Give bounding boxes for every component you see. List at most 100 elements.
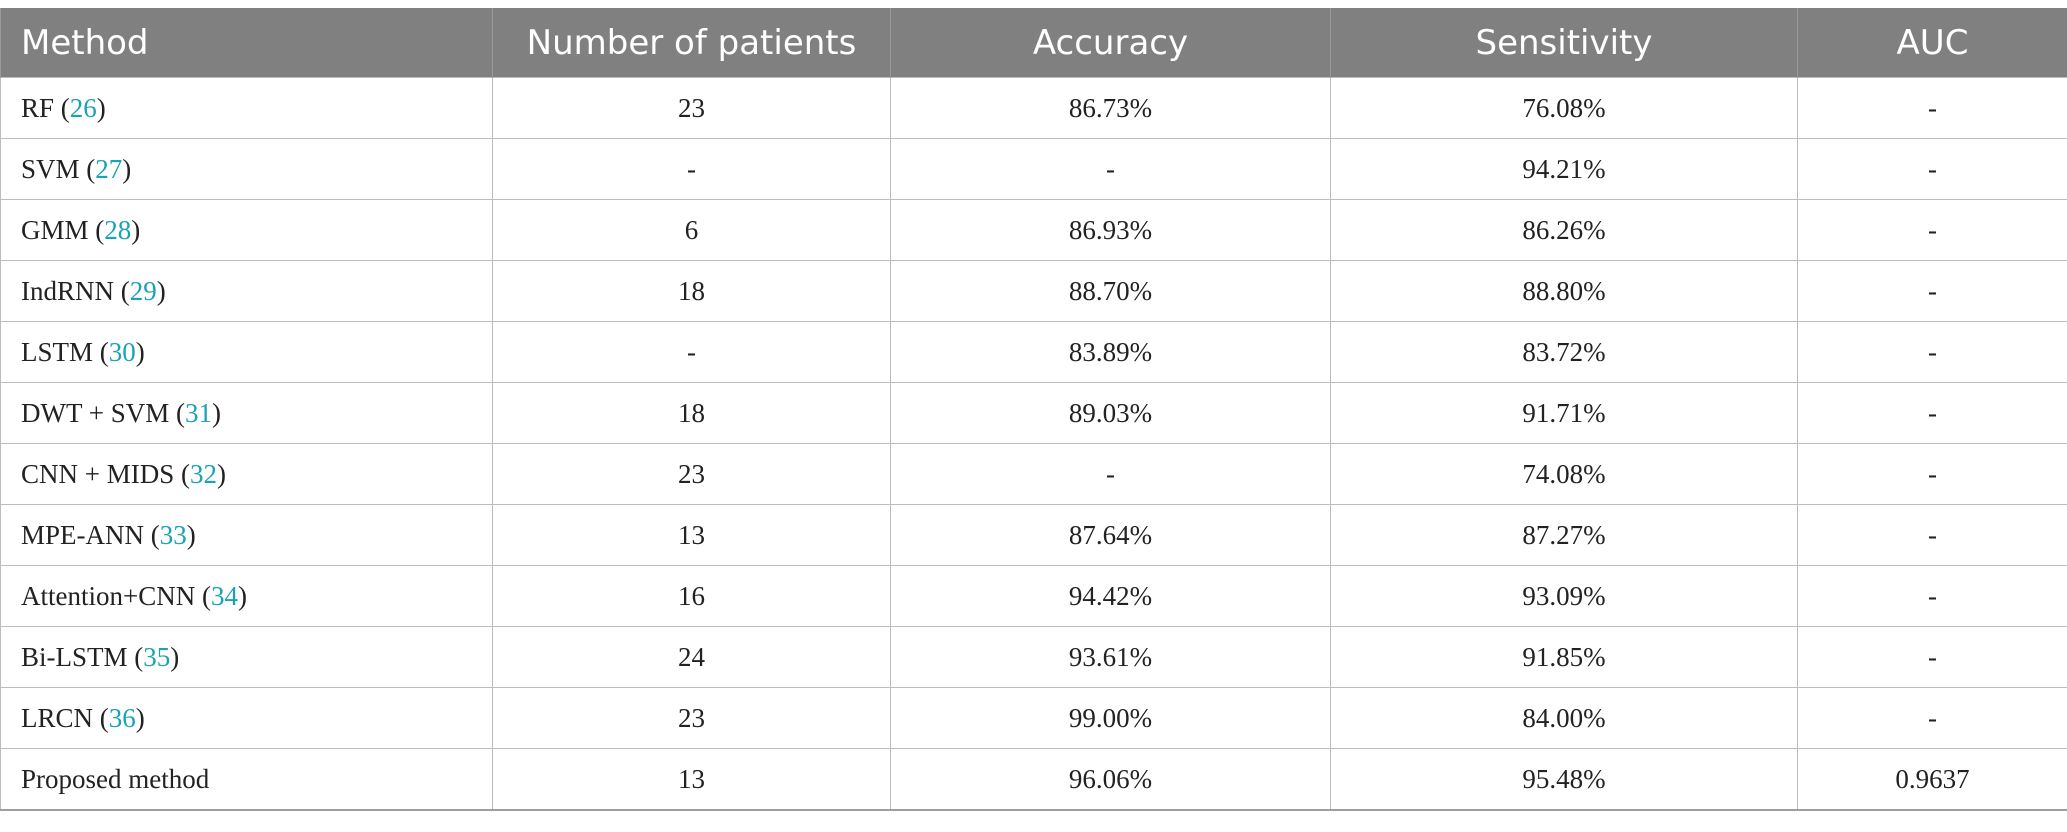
ref-close-paren: )	[135, 702, 145, 733]
ref-close-paren: )	[186, 519, 196, 550]
accuracy-cell: -	[890, 443, 1331, 505]
patients-cell: 24	[492, 626, 891, 688]
reference-link[interactable]: 27	[95, 153, 123, 184]
reference-link[interactable]: 36	[108, 702, 136, 733]
patients-cell: 23	[492, 77, 891, 139]
table-row: IndRNN (29) 18 88.70% 88.80% -	[0, 260, 2067, 322]
patients-cell: 23	[492, 687, 891, 749]
accuracy-cell: -	[890, 138, 1331, 200]
ref-close-paren: )	[170, 641, 180, 672]
table-row: MPE-ANN (33) 13 87.64% 87.27% -	[0, 504, 2067, 566]
ref-close-paren: )	[156, 275, 166, 306]
sensitivity-cell: 76.08%	[1330, 77, 1798, 139]
method-name: Bi-LSTM	[21, 641, 128, 672]
reference-link[interactable]: 32	[190, 458, 217, 489]
method-name: CNN + MIDS	[21, 458, 175, 489]
ref-open-paren: (	[127, 641, 144, 672]
auc-cell: -	[1797, 687, 2067, 749]
patients-cell: 23	[492, 443, 891, 505]
ref-open-paren: (	[93, 336, 109, 367]
ref-close-paren: )	[212, 397, 221, 428]
ref-close-paren: )	[96, 92, 106, 123]
accuracy-cell: 89.03%	[890, 382, 1331, 444]
header-method: Method	[0, 8, 493, 78]
ref-close-paren: )	[217, 458, 226, 489]
accuracy-cell: 99.00%	[890, 687, 1331, 749]
sensitivity-cell: 86.26%	[1330, 199, 1798, 261]
sensitivity-cell: 91.85%	[1330, 626, 1798, 688]
table-row: Proposed method 13 96.06% 95.48% 0.9637	[0, 748, 2067, 811]
accuracy-cell: 87.64%	[890, 504, 1331, 566]
table-row: Attention+CNN (34) 16 94.42% 93.09% -	[0, 565, 2067, 627]
sensitivity-cell: 91.71%	[1330, 382, 1798, 444]
accuracy-cell: 94.42%	[890, 565, 1331, 627]
ref-close-paren: )	[135, 336, 145, 367]
method-cell: DWT + SVM (31)	[0, 382, 493, 444]
reference-link[interactable]: 28	[104, 214, 132, 245]
method-cell: RF (26)	[0, 77, 493, 139]
accuracy-cell: 96.06%	[890, 748, 1331, 811]
method-name: GMM	[21, 214, 89, 245]
method-name: DWT + SVM	[21, 397, 170, 428]
accuracy-cell: 83.89%	[890, 321, 1331, 383]
sensitivity-cell: 84.00%	[1330, 687, 1798, 749]
ref-close-paren: )	[131, 214, 141, 245]
reference-link[interactable]: 34	[210, 580, 238, 611]
reference-link[interactable]: 35	[143, 641, 171, 672]
ref-open-paren: (	[174, 458, 190, 489]
ref-open-paren: (	[88, 214, 105, 245]
method-cell: LRCN (36)	[0, 687, 493, 749]
auc-cell: -	[1797, 443, 2067, 505]
auc-cell: -	[1797, 626, 2067, 688]
comparison-table-container: Method Number of patients Accuracy Sensi…	[0, 8, 2067, 811]
ref-open-paren: (	[79, 153, 96, 184]
header-patients: Number of patients	[492, 8, 891, 78]
ref-open-paren: (	[114, 275, 130, 306]
method-name: IndRNN	[21, 275, 114, 306]
method-name: SVM	[21, 153, 80, 184]
header-auc: AUC	[1797, 8, 2067, 78]
sensitivity-cell: 95.48%	[1330, 748, 1798, 811]
comparison-table: Method Number of patients Accuracy Sensi…	[0, 8, 2067, 811]
auc-cell: -	[1797, 565, 2067, 627]
table-header: Method Number of patients Accuracy Sensi…	[0, 8, 2067, 78]
auc-cell: -	[1797, 321, 2067, 383]
ref-open-paren: (	[93, 702, 109, 733]
accuracy-cell: 86.93%	[890, 199, 1331, 261]
method-cell: GMM (28)	[0, 199, 493, 261]
table-row: GMM (28) 6 86.93% 86.26% -	[0, 199, 2067, 261]
method-name: Attention+CNN	[21, 580, 196, 611]
reference-link[interactable]: 33	[159, 519, 187, 550]
table-row: LRCN (36) 23 99.00% 84.00% -	[0, 687, 2067, 749]
auc-cell: -	[1797, 138, 2067, 200]
method-name: Proposed method	[21, 763, 210, 794]
ref-close-paren: )	[237, 580, 247, 611]
method-name: LRCN	[21, 702, 94, 733]
reference-link[interactable]: 26	[69, 92, 97, 123]
ref-open-paren: (	[169, 397, 185, 428]
method-cell: SVM (27)	[0, 138, 493, 200]
method-cell: LSTM (30)	[0, 321, 493, 383]
ref-open-paren: (	[144, 519, 160, 550]
reference-link[interactable]: 31	[185, 397, 212, 428]
table-row: RF (26) 23 86.73% 76.08% -	[0, 77, 2067, 139]
reference-link[interactable]: 30	[108, 336, 136, 367]
auc-cell: -	[1797, 504, 2067, 566]
patients-cell: 13	[492, 748, 891, 811]
patients-cell: 6	[492, 199, 891, 261]
reference-link[interactable]: 29	[129, 275, 157, 306]
patients-cell: 13	[492, 504, 891, 566]
auc-cell: -	[1797, 199, 2067, 261]
patients-cell: 18	[492, 260, 891, 322]
ref-open-paren: (	[195, 580, 211, 611]
sensitivity-cell: 94.21%	[1330, 138, 1798, 200]
sensitivity-cell: 88.80%	[1330, 260, 1798, 322]
header-sensitivity: Sensitivity	[1330, 8, 1798, 78]
method-cell: CNN + MIDS (32)	[0, 443, 493, 505]
table-row: LSTM (30) -83.89% 83.72% -	[0, 321, 2067, 383]
auc-cell: -	[1797, 260, 2067, 322]
accuracy-cell: 86.73%	[890, 77, 1331, 139]
accuracy-cell: 88.70%	[890, 260, 1331, 322]
table-body: RF (26) 23 86.73% 76.08% - SVM (27) - -94.21% - G…	[0, 77, 2067, 811]
patients-cell: -	[492, 321, 891, 383]
